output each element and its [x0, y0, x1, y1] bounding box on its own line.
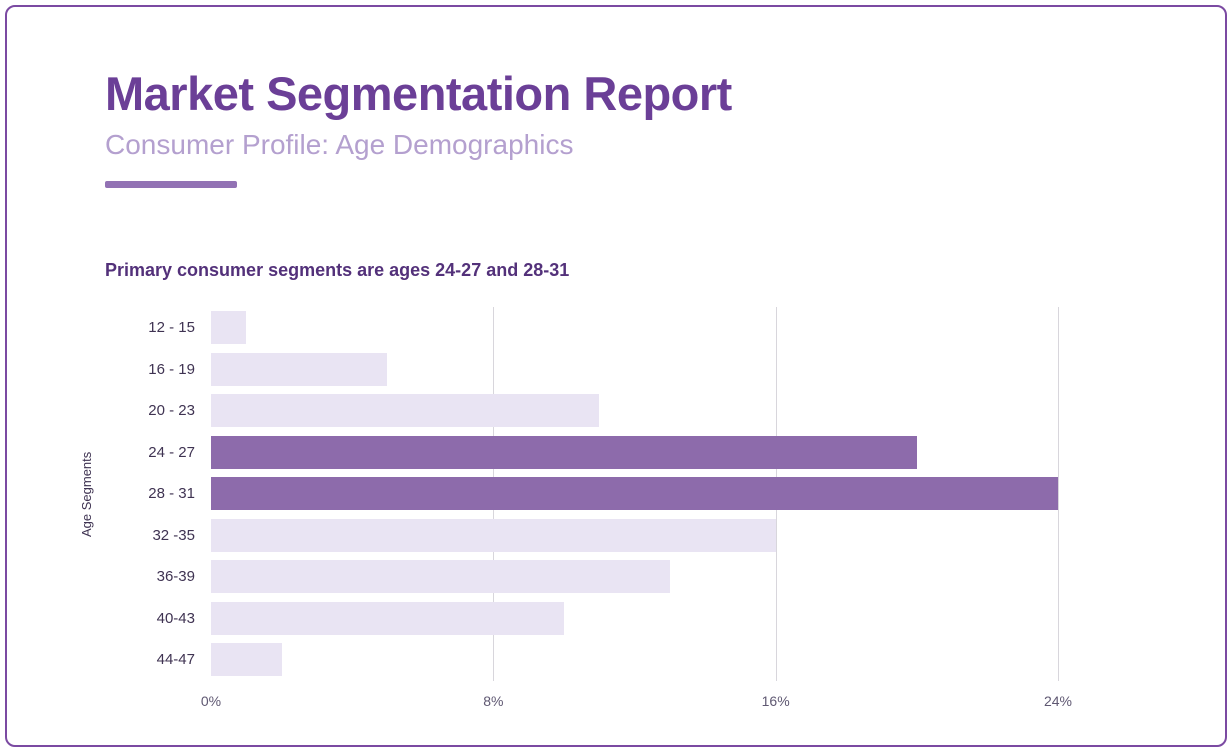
plot-area: Age Segments 12 - 15 16 - 19 20 - 23 24 - 2… — [79, 306, 1059, 681]
bar — [211, 601, 564, 635]
bar — [211, 394, 600, 427]
accent-underline — [105, 180, 237, 188]
category-label: 28 - 31 — [148, 485, 195, 502]
bar — [211, 352, 388, 386]
bar — [211, 643, 282, 676]
x-tick-label: 8% — [483, 692, 504, 709]
report-content: Market Segmentation Report Consumer Prof… — [7, 7, 1225, 715]
category-label: 36-39 — [156, 568, 195, 585]
x-tick-label: 16% — [761, 692, 790, 709]
bar — [211, 477, 1058, 510]
bar — [211, 311, 247, 344]
category-label: 12 - 15 — [148, 319, 195, 336]
gridline — [1058, 306, 1059, 681]
bar — [211, 560, 670, 593]
category-label: 40-43 — [156, 609, 195, 627]
bar-row: 36-39 — [157, 556, 1058, 598]
bar — [211, 518, 776, 552]
category-label: 32 -35 — [152, 526, 195, 544]
bar-row: 32 -35 — [152, 514, 1058, 556]
page-subtitle: Consumer Profile: Age Demographics — [105, 128, 574, 160]
category-label: 44-47 — [156, 651, 195, 668]
x-axis: 0% 8% 16% 24% — [201, 692, 1072, 715]
category-label: 16 - 19 — [148, 360, 195, 378]
report-page: Market Segmentation Report Consumer Prof… — [5, 5, 1227, 747]
bar-chart: Age Segments 12 - 15 16 - 19 20 - 23 24 - 2… — [79, 306, 1225, 715]
bar-row: 16 - 19 — [148, 348, 1058, 390]
page-title: Market Segmentation Report — [105, 67, 732, 120]
bar-row: 12 - 15 — [148, 307, 1058, 349]
bar — [211, 435, 917, 469]
bar-row: 20 - 23 — [148, 390, 1058, 432]
bar-row: 24 - 27 — [148, 431, 1058, 473]
chart-title: Primary consumer segments are ages 24-27… — [105, 259, 570, 280]
x-tick-label: 0% — [200, 692, 222, 709]
y-axis-label: Age Segments — [79, 451, 94, 537]
bar-row: 28 - 31 — [148, 473, 1058, 515]
x-tick-label: 24% — [1043, 692, 1073, 709]
category-label: 20 - 23 — [148, 402, 195, 419]
bar-row: 44-47 — [157, 639, 1058, 681]
category-label: 24 - 27 — [148, 443, 195, 461]
bar-row: 40-43 — [157, 597, 1058, 639]
